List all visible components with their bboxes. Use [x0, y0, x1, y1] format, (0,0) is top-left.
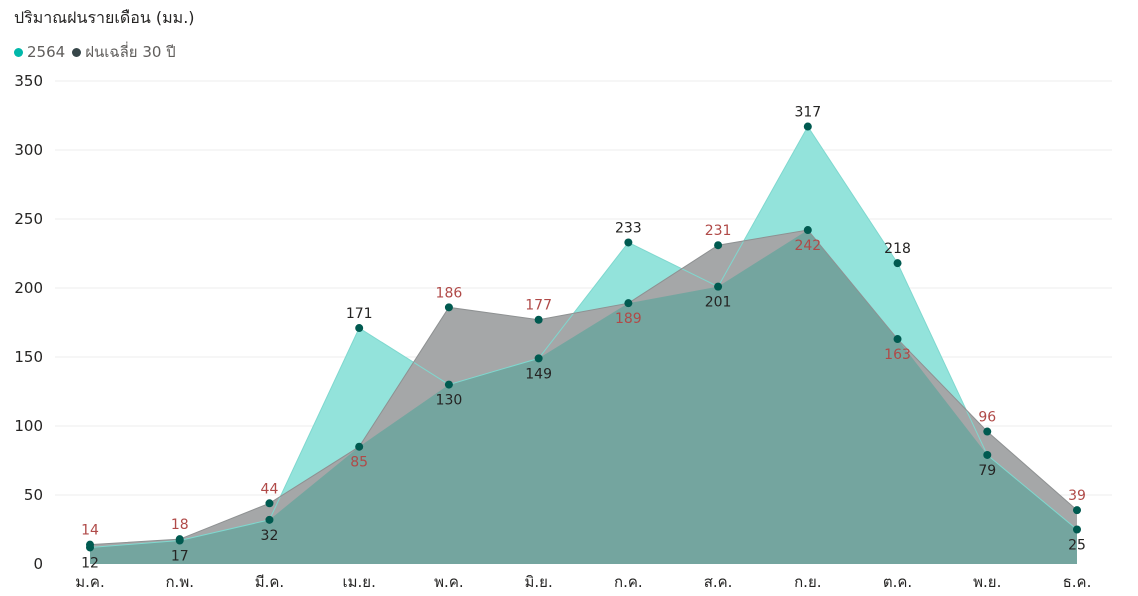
point-average — [983, 427, 992, 436]
data-label-2564: 12 — [81, 555, 99, 571]
y-tick-label: 350 — [14, 72, 43, 90]
data-label-average: 14 — [81, 523, 99, 539]
x-tick-label: ธ.ค. — [1063, 573, 1092, 591]
data-label-average: 186 — [436, 285, 463, 301]
y-tick-label: 300 — [14, 141, 43, 159]
data-label-average: 163 — [884, 347, 911, 363]
point-average — [444, 303, 453, 312]
legend: 2564 ฝนเฉลี่ย 30 ปี — [14, 40, 183, 64]
point-2564 — [1073, 525, 1081, 534]
legend-label-2564: 2564 — [27, 43, 66, 61]
point-average — [1073, 506, 1081, 515]
x-tick-label: ก.ค. — [614, 573, 643, 591]
point-average — [265, 499, 274, 508]
legend-marker-2564 — [14, 47, 23, 57]
x-tick-label: ก.ย. — [794, 573, 821, 591]
point-average — [534, 315, 543, 324]
point-average — [803, 226, 812, 235]
data-label-average: 18 — [171, 517, 189, 533]
point-average — [714, 241, 723, 250]
point-2564 — [714, 282, 723, 291]
chart-title: ปริมาณฝนรายเดือน (มม.) — [14, 8, 195, 27]
x-tick-label: ม.ค. — [75, 573, 104, 591]
data-label-average: 231 — [705, 223, 732, 239]
area-overlap — [90, 230, 1077, 565]
point-average — [624, 299, 633, 308]
data-label-2564: 130 — [436, 393, 463, 409]
y-tick-label: 50 — [24, 486, 43, 504]
point-average — [355, 442, 364, 451]
point-2564 — [444, 380, 453, 389]
data-label-2564: 17 — [171, 549, 189, 565]
y-tick-label: 200 — [14, 279, 43, 297]
point-2564 — [265, 515, 274, 524]
point-2564 — [624, 238, 633, 247]
data-label-average: 177 — [525, 298, 552, 314]
data-label-2564: 149 — [525, 366, 552, 382]
point-average — [175, 535, 184, 544]
y-tick-label: 250 — [14, 210, 43, 228]
data-label-average: 44 — [261, 481, 279, 497]
data-label-2564: 218 — [884, 241, 911, 257]
point-2564 — [983, 450, 992, 459]
legend-item-2564[interactable]: 2564 — [14, 43, 65, 61]
point-2564 — [803, 122, 812, 131]
data-label-average: 85 — [350, 455, 368, 471]
legend-item-average[interactable]: ฝนเฉลี่ย 30 ปี — [72, 40, 176, 64]
legend-label-average: ฝนเฉลี่ย 30 ปี — [85, 43, 176, 61]
point-2564 — [355, 324, 364, 333]
data-label-2564: 25 — [1068, 538, 1086, 554]
point-average — [893, 335, 902, 344]
data-label-average: 242 — [794, 238, 821, 254]
data-label-average: 96 — [978, 410, 996, 426]
x-tick-label: ส.ค. — [704, 573, 733, 591]
x-tick-label: พ.ย. — [973, 573, 1001, 591]
x-tick-label: พ.ค. — [434, 573, 463, 591]
point-2564 — [893, 259, 902, 268]
data-label-2564: 171 — [346, 306, 373, 322]
data-label-2564: 317 — [794, 105, 821, 121]
y-tick-label: 0 — [33, 555, 43, 573]
point-2564 — [534, 354, 543, 363]
data-label-2564: 79 — [978, 463, 996, 479]
y-tick-label: 100 — [14, 417, 43, 435]
y-tick-label: 150 — [14, 348, 43, 366]
x-tick-label: มี.ค. — [255, 573, 284, 591]
x-tick-label: มิ.ย. — [525, 573, 553, 591]
x-tick-label: ต.ค. — [883, 573, 912, 591]
data-label-average: 39 — [1068, 488, 1086, 504]
x-tick-label: ก.พ. — [165, 573, 194, 591]
data-label-average: 189 — [615, 311, 642, 327]
data-label-2564: 201 — [705, 295, 732, 311]
legend-marker-average — [72, 47, 82, 57]
x-tick-label: เม.ย. — [343, 573, 376, 591]
point-average — [86, 540, 94, 549]
data-label-2564: 32 — [261, 528, 279, 544]
data-label-2564: 233 — [615, 220, 642, 236]
line-series-average — [89, 229, 1078, 546]
line-series-2564 — [89, 125, 1078, 548]
